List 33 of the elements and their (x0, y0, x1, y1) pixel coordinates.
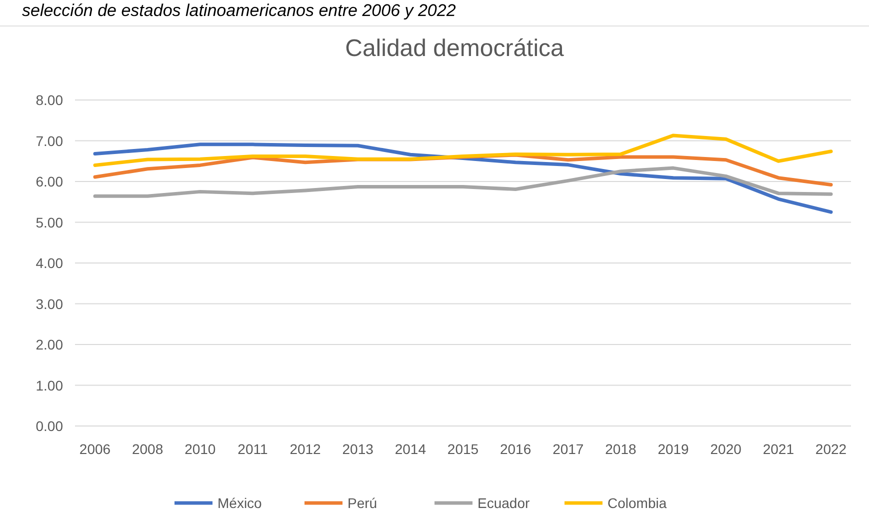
x-tick-label: 2014 (394, 441, 426, 457)
x-tick-label: 2019 (658, 441, 690, 457)
x-tick-label: 2016 (500, 441, 532, 457)
x-tick-label: 2006 (79, 441, 111, 457)
x-tick-label: 2022 (815, 441, 847, 457)
text: selección de estados latinoamericanos entre 2006 y 2022 (22, 1, 456, 20)
y-tick-label: 7.00 (36, 132, 64, 149)
x-tick-label: 2013 (342, 441, 374, 457)
y-tick-label: 4.00 (36, 255, 64, 271)
line-series (93, 166, 833, 198)
line-series (93, 142, 833, 214)
line-series (93, 134, 833, 167)
x-tick-label: 2010 (184, 441, 216, 457)
legend-label: Colombia (608, 495, 667, 511)
x-tick-label: 2012 (290, 441, 322, 457)
y-tick-label: 1.00 (36, 377, 64, 394)
x-tick-label: 2018 (605, 441, 636, 457)
x-tick-label: 2011 (238, 441, 268, 457)
y-tick-label: 5.00 (36, 214, 64, 230)
y-tick-label: 0.00 (36, 418, 64, 434)
y-tick-label: 2.00 (36, 336, 64, 352)
x-tick-label: 2015 (447, 441, 479, 457)
x-tick-label: 2021 (762, 441, 794, 457)
x-tick-label: 2017 (552, 441, 584, 457)
y-tick-label: 3.00 (36, 296, 64, 312)
legend-label: Ecuador (478, 495, 530, 511)
y-tick-label: 6.00 (36, 174, 64, 190)
x-tick-label: 2020 (710, 441, 742, 457)
y-tick-label: 8.00 (36, 92, 64, 108)
chart-title: Calidad democrática (345, 35, 565, 62)
x-tick-label: 2008 (132, 441, 164, 457)
legend-label: México (218, 495, 262, 511)
legend-label: Perú (348, 495, 378, 511)
